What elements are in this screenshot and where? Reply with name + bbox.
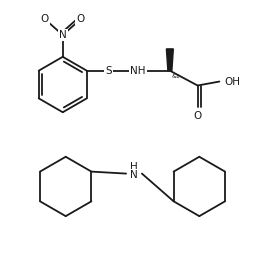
Text: N: N — [130, 169, 138, 180]
Text: O: O — [193, 111, 202, 121]
Text: &1: &1 — [172, 74, 181, 79]
Text: OH: OH — [224, 77, 240, 87]
Text: H: H — [130, 162, 138, 172]
Text: NH: NH — [131, 66, 146, 76]
Text: O: O — [41, 14, 49, 24]
Polygon shape — [166, 49, 173, 71]
Text: S: S — [105, 66, 112, 76]
Text: N: N — [59, 30, 67, 40]
Text: O: O — [76, 14, 85, 24]
